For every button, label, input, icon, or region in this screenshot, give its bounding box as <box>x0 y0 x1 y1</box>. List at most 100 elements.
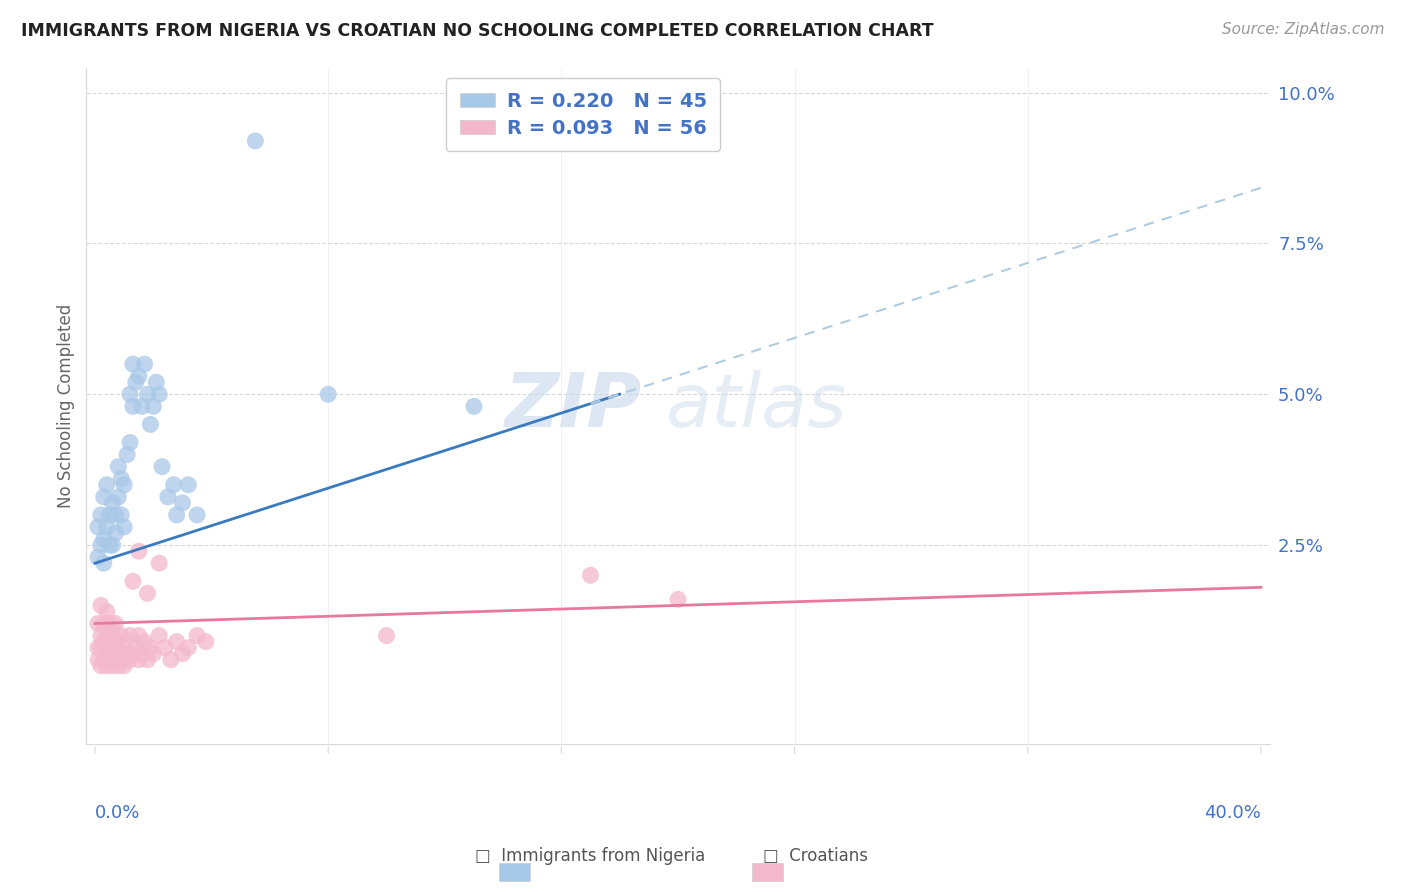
Point <box>96 640 118 655</box>
Point <box>101 538 124 552</box>
Point <box>96 604 118 618</box>
Point <box>186 629 208 643</box>
Point <box>131 400 153 414</box>
Point <box>112 520 135 534</box>
Point <box>666 592 689 607</box>
Point <box>115 647 138 661</box>
Point <box>96 520 118 534</box>
Text: 0.0%: 0.0% <box>96 805 141 822</box>
Point <box>579 568 602 582</box>
Point <box>90 640 112 655</box>
Point <box>110 508 132 522</box>
Point <box>118 629 141 643</box>
Point <box>101 640 124 655</box>
Point <box>87 520 110 534</box>
Point <box>142 647 165 661</box>
Point <box>107 459 129 474</box>
Point <box>142 400 165 414</box>
Point <box>186 508 208 522</box>
Point <box>104 616 127 631</box>
Point <box>90 599 112 613</box>
Point <box>148 629 170 643</box>
Text: □  Croatians: □ Croatians <box>763 847 868 865</box>
Text: □  Immigrants from Nigeria: □ Immigrants from Nigeria <box>475 847 706 865</box>
Point <box>107 658 129 673</box>
Point <box>172 647 194 661</box>
Text: ZIP: ZIP <box>505 370 643 442</box>
Point <box>101 623 124 637</box>
Point <box>375 629 398 643</box>
Point <box>128 653 150 667</box>
Point <box>122 647 145 661</box>
Point <box>145 375 167 389</box>
Point <box>93 634 115 648</box>
Point <box>163 477 186 491</box>
Point <box>177 477 200 491</box>
Point <box>122 400 145 414</box>
Point <box>90 658 112 673</box>
Point <box>93 556 115 570</box>
Point <box>93 616 115 631</box>
Point <box>98 634 121 648</box>
Point <box>194 634 217 648</box>
Point <box>125 640 148 655</box>
Point <box>245 134 267 148</box>
Point <box>148 387 170 401</box>
Point <box>156 490 179 504</box>
Point <box>87 640 110 655</box>
Point <box>150 459 173 474</box>
Point <box>87 550 110 565</box>
Point <box>112 477 135 491</box>
Point <box>90 538 112 552</box>
Point <box>93 532 115 546</box>
Point <box>110 653 132 667</box>
Point <box>128 629 150 643</box>
Point <box>115 448 138 462</box>
Point <box>122 357 145 371</box>
Point <box>90 629 112 643</box>
Point <box>172 496 194 510</box>
Point <box>125 375 148 389</box>
Point <box>118 653 141 667</box>
Point <box>153 640 176 655</box>
Point <box>166 508 188 522</box>
Point <box>93 653 115 667</box>
Point <box>177 640 200 655</box>
Point <box>316 387 339 401</box>
Point <box>107 490 129 504</box>
Point <box>87 653 110 667</box>
Point <box>98 508 121 522</box>
Point <box>118 435 141 450</box>
Point <box>136 387 159 401</box>
Legend: R = 0.220   N = 45, R = 0.093   N = 56: R = 0.220 N = 45, R = 0.093 N = 56 <box>446 78 720 152</box>
Point <box>110 629 132 643</box>
Point <box>131 647 153 661</box>
Point <box>98 616 121 631</box>
Point <box>101 496 124 510</box>
Point <box>104 508 127 522</box>
Point <box>104 634 127 648</box>
Point <box>128 369 150 384</box>
Point <box>136 653 159 667</box>
Point <box>112 658 135 673</box>
Point <box>101 658 124 673</box>
Point <box>122 574 145 589</box>
Point <box>134 357 156 371</box>
Point <box>96 629 118 643</box>
Point <box>87 616 110 631</box>
Point <box>107 640 129 655</box>
Text: IMMIGRANTS FROM NIGERIA VS CROATIAN NO SCHOOLING COMPLETED CORRELATION CHART: IMMIGRANTS FROM NIGERIA VS CROATIAN NO S… <box>21 22 934 40</box>
Text: atlas: atlas <box>666 370 848 442</box>
Point <box>148 556 170 570</box>
Point <box>96 477 118 491</box>
Point <box>110 472 132 486</box>
Point <box>98 538 121 552</box>
Point <box>128 544 150 558</box>
Point <box>134 634 156 648</box>
Point <box>118 387 141 401</box>
Text: Source: ZipAtlas.com: Source: ZipAtlas.com <box>1222 22 1385 37</box>
Point <box>139 417 162 432</box>
Point <box>136 586 159 600</box>
Point <box>90 508 112 522</box>
Text: 40.0%: 40.0% <box>1204 805 1261 822</box>
